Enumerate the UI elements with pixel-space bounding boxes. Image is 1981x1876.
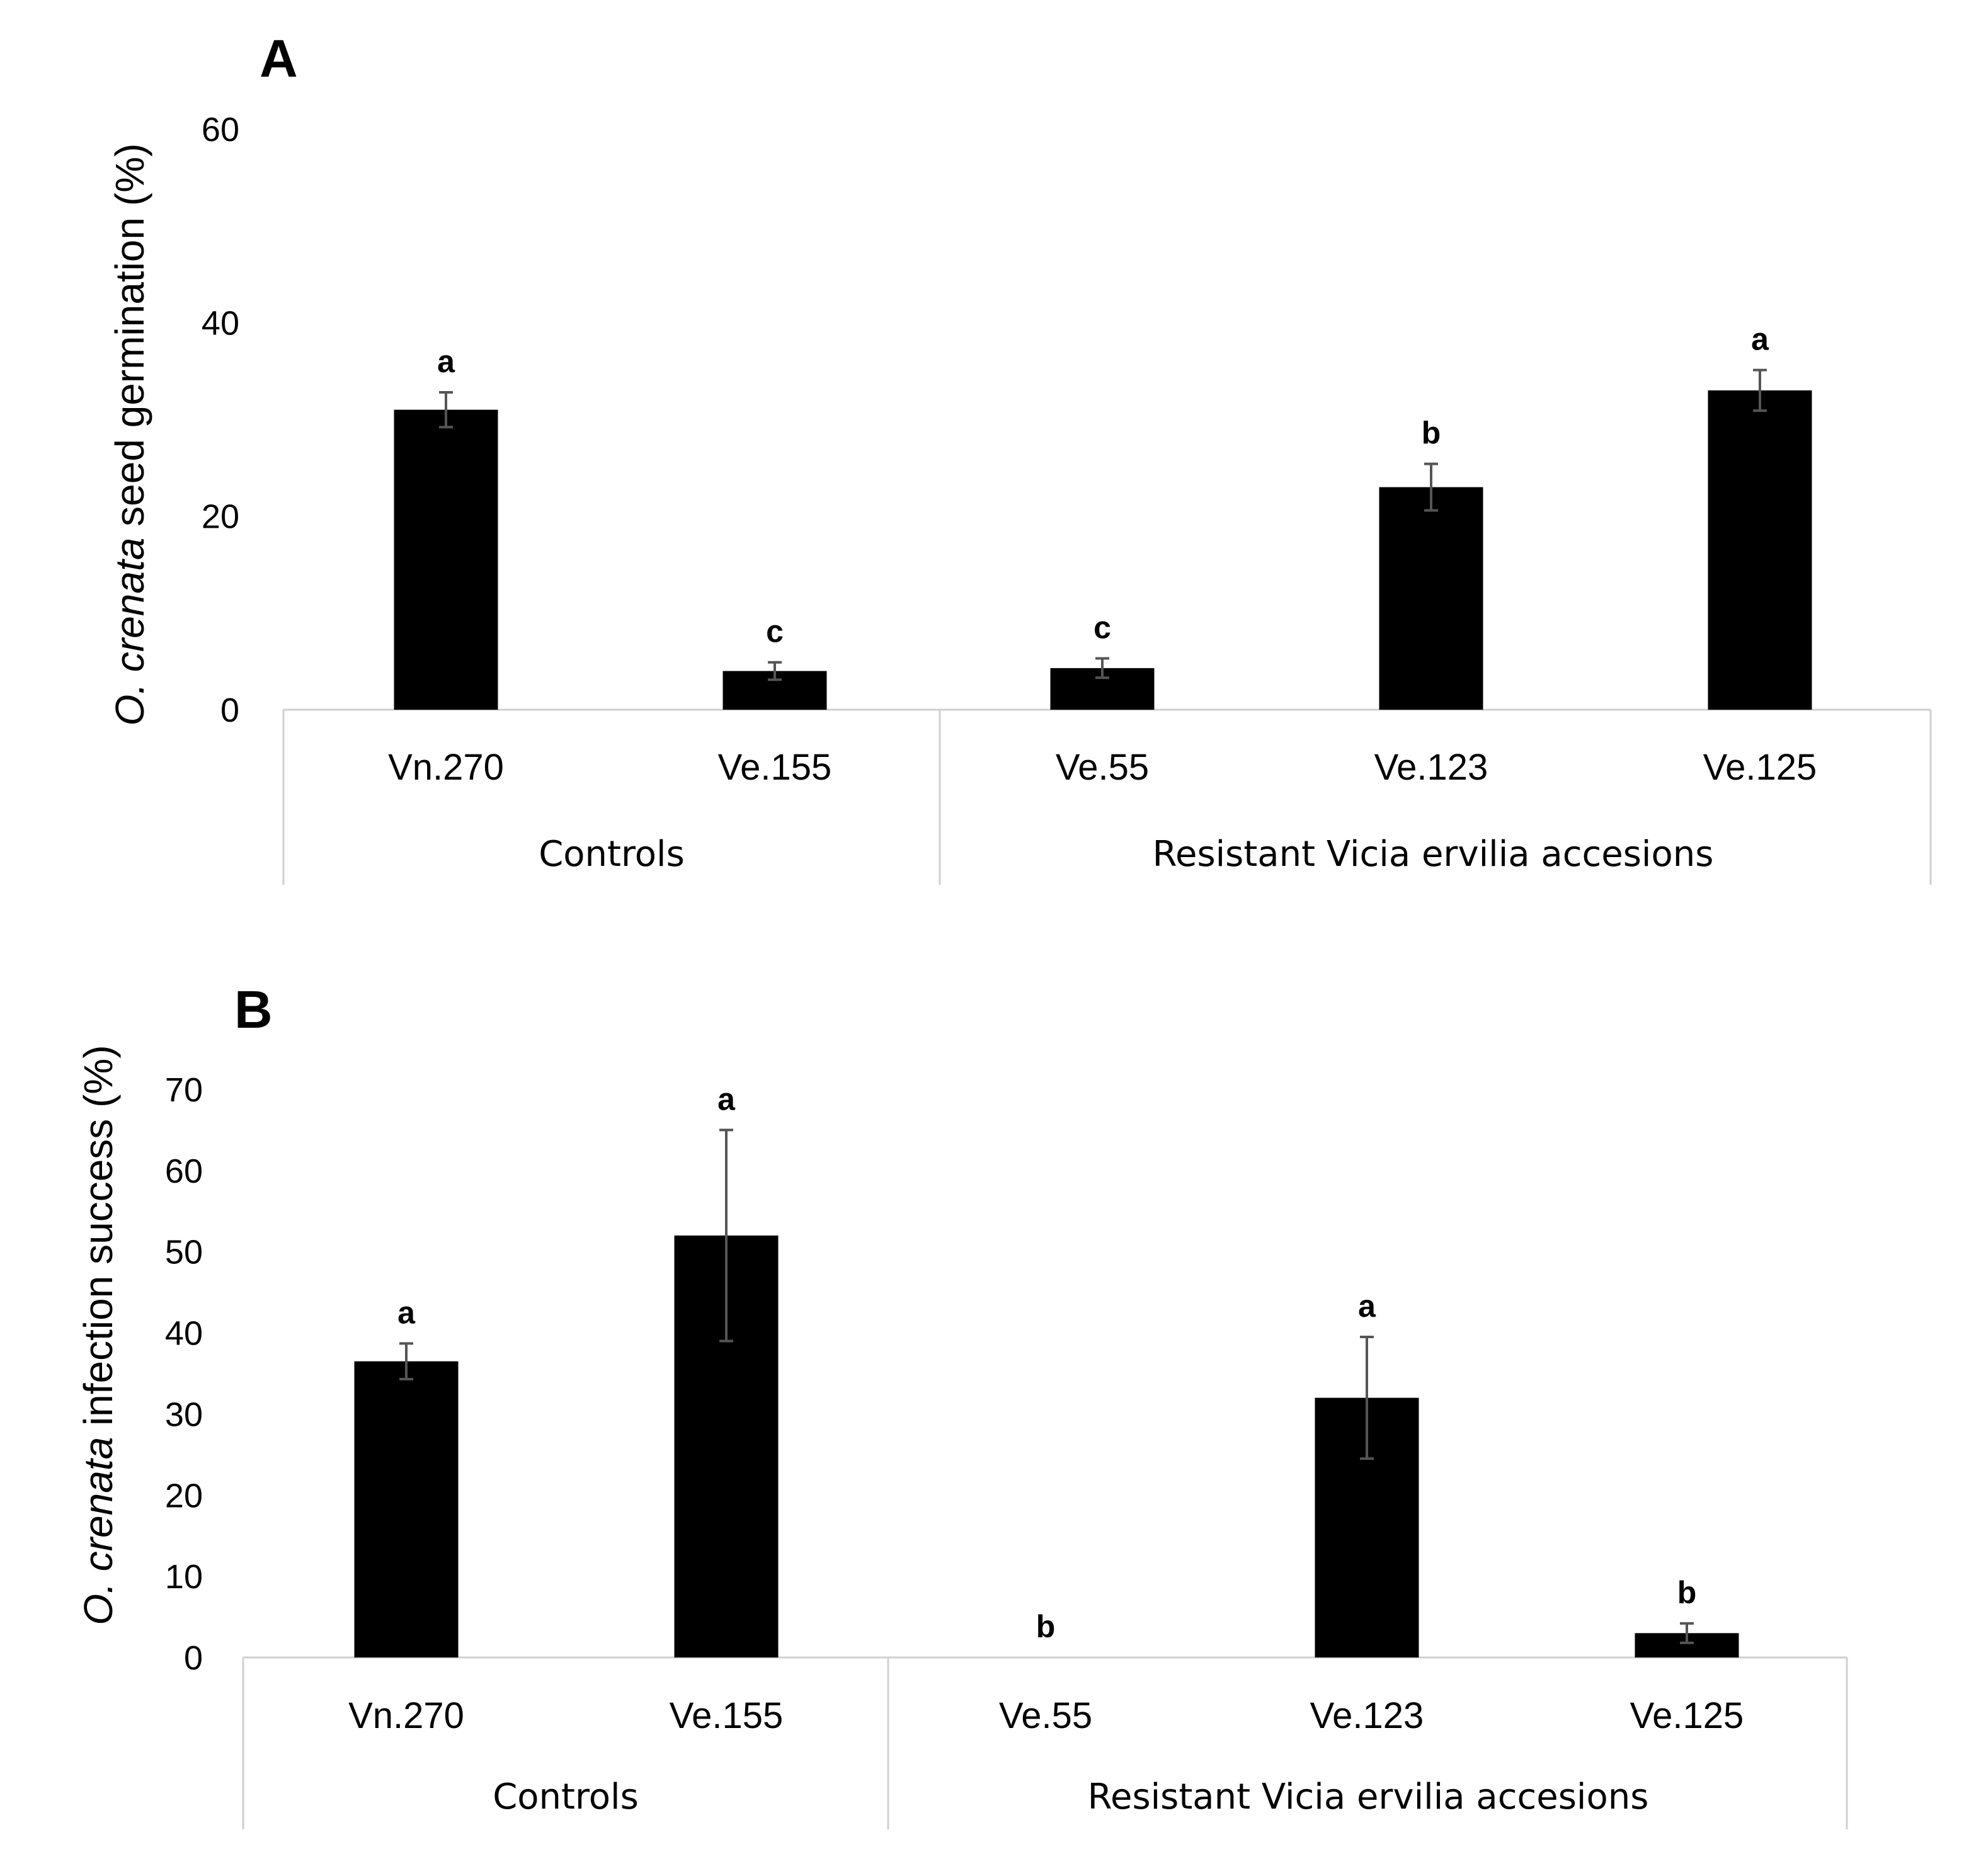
panel-a-y-axis-label: O. crenata seed germination (%) — [107, 144, 152, 726]
y-tick-label: 50 — [165, 1234, 203, 1271]
significance-letter: a — [1358, 1288, 1376, 1324]
y-tick-label: 40 — [165, 1315, 203, 1353]
y-tick-label: 20 — [165, 1477, 203, 1515]
error-bar — [1424, 462, 1438, 512]
error-bar — [1680, 1622, 1694, 1644]
bar-vn270 — [354, 1361, 459, 1657]
group-label: Resistant Vicia ervilia accesions — [1153, 834, 1714, 875]
bar-vn270 — [394, 409, 498, 710]
error-bar — [1753, 368, 1767, 412]
y-tick-label: 70 — [165, 1071, 203, 1109]
x-tick-label: Ve.123 — [1310, 1695, 1424, 1736]
panel-a-significance-letters: a c c b a — [437, 322, 1769, 649]
x-tick-label: Vn.270 — [348, 1695, 464, 1736]
y-tick-label: 60 — [202, 111, 239, 149]
x-tick-label: Ve.123 — [1374, 747, 1488, 788]
panel-a-group-labels: Controls Resistant Vicia ervilia accesion… — [539, 834, 1713, 875]
panel-b-y-axis-label-italic: O. crenata — [76, 1437, 121, 1625]
error-bar — [768, 661, 782, 681]
panel-a-y-ticks: 0 20 40 60 — [202, 111, 239, 729]
significance-letter: b — [1677, 1575, 1697, 1610]
bar-ve125 — [1708, 390, 1812, 710]
group-label: Controls — [539, 834, 685, 875]
x-tick-label: Ve.155 — [718, 747, 832, 788]
error-bar — [1095, 657, 1109, 679]
significance-letter: b — [1036, 1609, 1056, 1644]
significance-letter: a — [1751, 322, 1769, 357]
significance-letter: c — [1093, 610, 1111, 645]
significance-letter: a — [437, 344, 455, 379]
panel-b-label: B — [234, 980, 273, 1039]
panel-b-significance-letters: a a b a b — [397, 1081, 1696, 1644]
error-bar — [719, 1128, 733, 1343]
significance-letter: b — [1422, 416, 1441, 451]
x-tick-label: Ve.55 — [1056, 747, 1149, 788]
x-tick-label: Ve.125 — [1630, 1695, 1744, 1736]
panel-b-bars — [354, 1235, 1739, 1657]
panel-a-label: A — [260, 29, 298, 88]
group-label: Controls — [493, 1777, 639, 1817]
y-tick-label: 0 — [220, 691, 239, 729]
error-bar — [439, 390, 453, 429]
y-tick-label: 20 — [202, 498, 239, 536]
panel-b-axes — [242, 1656, 1848, 1829]
y-tick-label: 30 — [165, 1396, 203, 1433]
error-bar — [399, 1342, 413, 1381]
panel-b-chart: B O. crenata infection success (%) 0 10 20… — [76, 980, 1848, 1829]
significance-letter: a — [717, 1081, 736, 1117]
x-tick-label: Vn.270 — [388, 747, 504, 788]
panel-b-y-ticks: 0 10 20 30 40 50 60 70 — [165, 1071, 203, 1677]
panel-a-error-bars — [439, 368, 1767, 681]
panel-b-y-axis-label: O. crenata infection success (%) — [76, 1045, 121, 1625]
y-tick-label: 60 — [165, 1152, 203, 1190]
panel-a-category-labels: Vn.270 Ve.155 Ve.55 Ve.123 Ve.125 — [388, 747, 1817, 788]
group-label: Resistant Vicia ervilia accesions — [1088, 1777, 1649, 1817]
panel-b-category-labels: Vn.270 Ve.155 Ve.55 Ve.123 Ve.125 — [348, 1695, 1744, 1736]
panel-b-y-axis-label-rest: infection success (%) — [76, 1045, 121, 1436]
y-tick-label: 10 — [165, 1558, 203, 1596]
significance-letter: c — [766, 614, 784, 649]
bar-ve123 — [1379, 487, 1483, 710]
panel-b-group-labels: Controls Resistant Vicia ervilia accesion… — [493, 1777, 1648, 1817]
panel-a-y-axis-label-rest: seed germination (%) — [107, 144, 152, 538]
y-tick-label: 0 — [184, 1639, 203, 1677]
panel-a-y-axis-label-italic: O. crenata — [107, 538, 152, 726]
x-tick-label: Ve.55 — [999, 1695, 1092, 1736]
panel-a-chart: A O. crenata seed germination (%) 0 20 40 6… — [107, 29, 1932, 885]
y-tick-label: 40 — [202, 304, 239, 342]
error-bar — [1360, 1336, 1374, 1460]
x-tick-label: Ve.155 — [670, 1695, 784, 1736]
significance-letter: a — [397, 1295, 416, 1330]
x-tick-label: Ve.125 — [1703, 747, 1817, 788]
panel-b-error-bars — [399, 1128, 1694, 1644]
